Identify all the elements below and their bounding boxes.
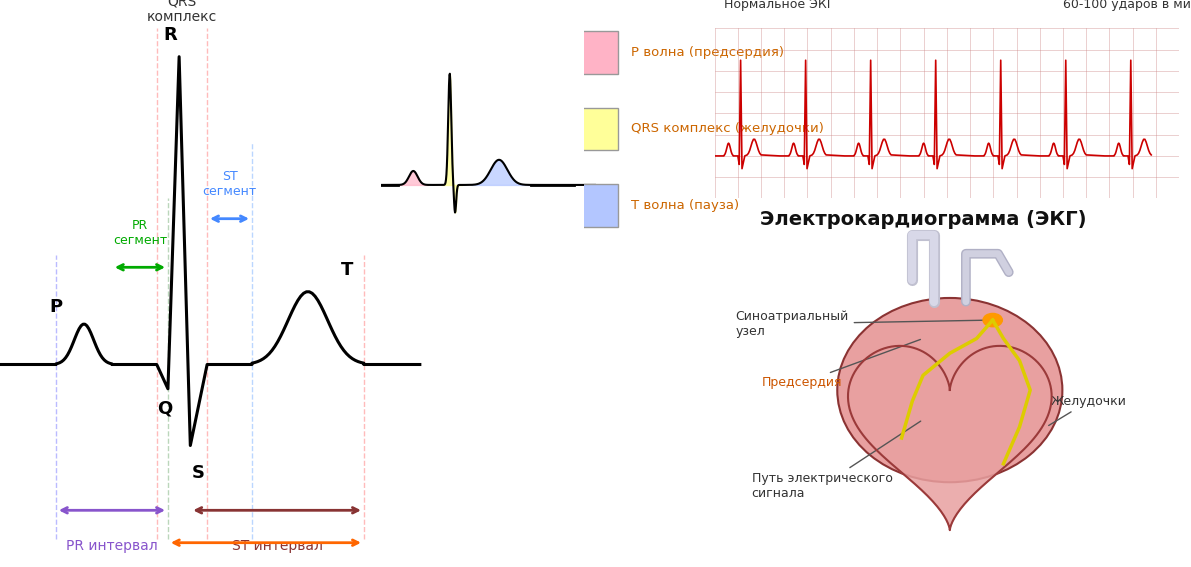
Circle shape xyxy=(983,314,1003,327)
Text: Q: Q xyxy=(157,399,173,417)
Text: T: T xyxy=(341,261,354,280)
Text: PR
сегмент: PR сегмент xyxy=(113,219,167,247)
Text: Желудочки: Желудочки xyxy=(1048,395,1127,425)
Text: Путь электрического
сигнала: Путь электрического сигнала xyxy=(752,421,921,500)
Text: P волна (предсердия): P волна (предсердия) xyxy=(631,46,784,59)
Text: Синоатриальный
узел: Синоатриальный узел xyxy=(736,310,990,338)
Text: P: P xyxy=(49,298,63,316)
Text: ST
сегмент: ST сегмент xyxy=(202,171,256,198)
Text: PR интервал: PR интервал xyxy=(66,539,158,553)
FancyBboxPatch shape xyxy=(581,31,618,74)
Text: Нормальное ЭКГ: Нормальное ЭКГ xyxy=(724,0,834,11)
Text: Предсердия: Предсердия xyxy=(762,340,921,389)
Text: R: R xyxy=(164,27,177,44)
Ellipse shape xyxy=(837,298,1062,482)
Text: 60-100 ударов в минуту: 60-100 ударов в минуту xyxy=(1062,0,1191,11)
Text: QRS
комплекс: QRS комплекс xyxy=(146,0,217,24)
Polygon shape xyxy=(848,346,1052,530)
FancyBboxPatch shape xyxy=(581,184,618,227)
FancyBboxPatch shape xyxy=(581,108,618,150)
Text: T волна (пауза): T волна (пауза) xyxy=(631,198,738,211)
Text: S: S xyxy=(192,464,205,482)
Text: ST интервал: ST интервал xyxy=(231,539,323,553)
Text: Электрокардиограмма (ЭКГ): Электрокардиограмма (ЭКГ) xyxy=(760,210,1086,229)
Text: QRS комплекс (желудочки): QRS комплекс (желудочки) xyxy=(631,122,824,136)
